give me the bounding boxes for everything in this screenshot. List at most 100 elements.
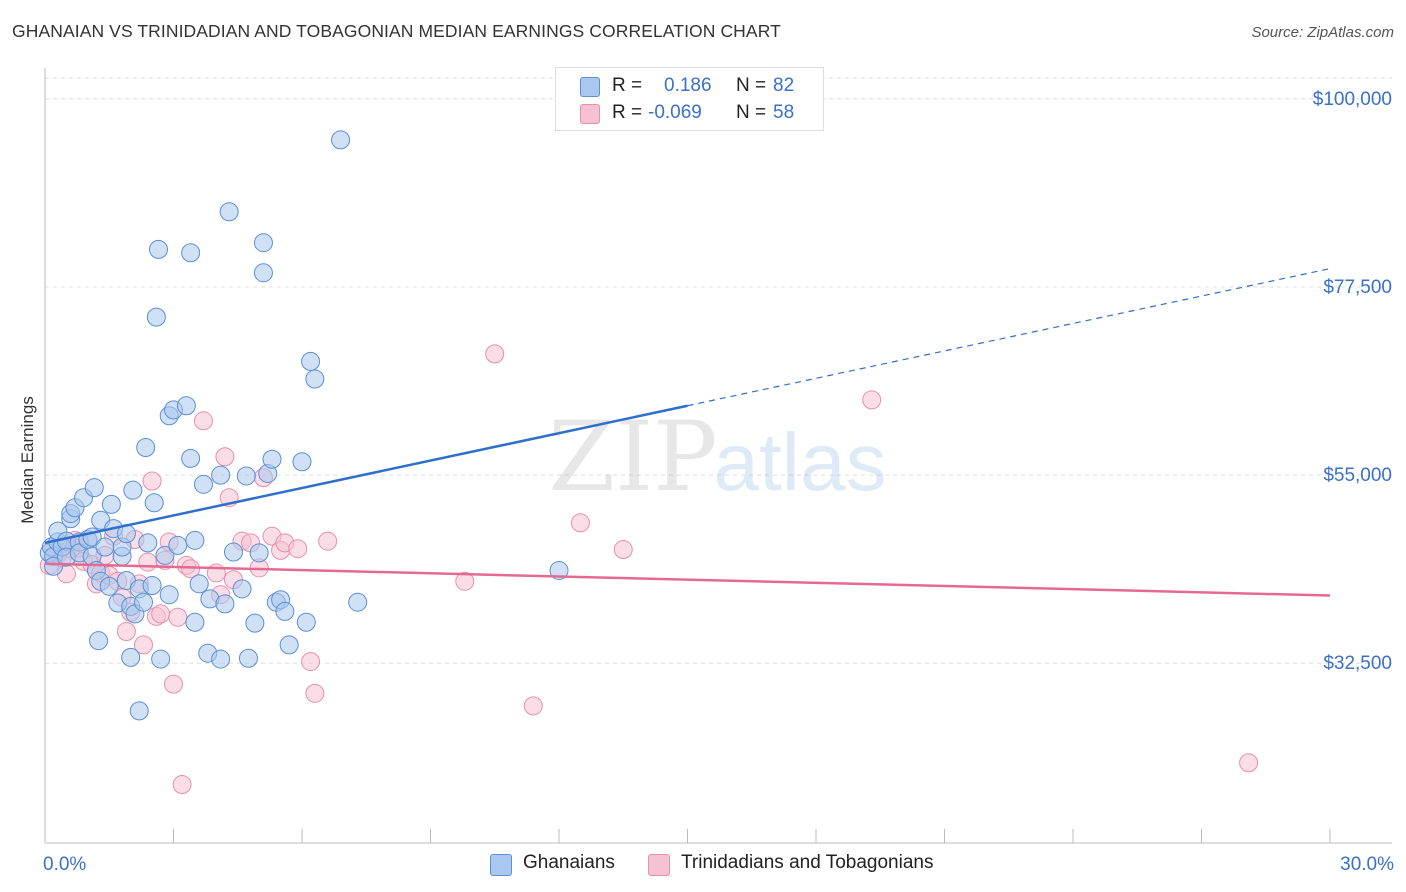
ghanaian-point — [44, 556, 64, 576]
ghanaian-trend-line — [44, 404, 688, 545]
ghanaian-trend-extension — [687, 268, 1331, 407]
ghanaian-point — [129, 701, 149, 721]
y-tick-label: $77,500 — [1323, 277, 1392, 298]
ghanaian-point — [84, 478, 104, 498]
ghanaian-point — [262, 449, 282, 469]
gridlines — [45, 77, 1392, 664]
ghanaian-point — [253, 233, 273, 253]
ghanaian-point — [168, 535, 188, 555]
trinidadian-point — [116, 621, 136, 641]
ghanaian-point — [296, 612, 316, 632]
ghanaian-point — [181, 243, 201, 263]
stats-legend: R = 0.186 N = 82 R = -0.069 N = 58 — [555, 67, 824, 131]
legend-r-value: -0.069 — [648, 102, 702, 123]
bottom-swatch-blue — [490, 854, 512, 876]
ghanaian-point — [292, 452, 312, 472]
ghanaian-point — [275, 601, 295, 621]
trinidadian-point — [862, 390, 882, 410]
tick-labels: $32,500 $55,000 $77,500 $100,000 0.0% 30.0% — [43, 89, 1394, 875]
ghanaian-point — [549, 560, 569, 580]
ghanaian-point — [155, 545, 175, 565]
ghanaian-point — [223, 542, 243, 562]
watermark-zip: ZIP — [548, 401, 717, 513]
ghanaian-point — [253, 263, 273, 283]
axes — [44, 68, 1392, 844]
legend-swatch-pink — [580, 104, 600, 124]
ghanaian-point — [151, 649, 171, 669]
trinidadian-point — [168, 607, 188, 627]
trinidadian-trend-line — [44, 562, 1331, 597]
ghanaian-point — [95, 537, 115, 557]
watermark-atlas: atlas — [713, 417, 886, 508]
trinidadian-point — [570, 513, 590, 533]
ghanaian-point — [211, 465, 231, 485]
watermark: ZIP atlas — [548, 401, 886, 513]
y-axis-label: Median Earnings — [18, 396, 37, 524]
ghanaian-point — [245, 613, 265, 633]
ghanaian-point — [219, 202, 239, 222]
ghanaian-point — [193, 474, 213, 494]
bottom-legend-label: Ghanaians — [523, 852, 615, 873]
legend-n-value: 82 — [773, 75, 795, 96]
legend-n-label: N = — [736, 75, 767, 96]
trinidadian-point — [164, 674, 183, 694]
ghanaian-point — [211, 649, 231, 669]
ghanaian-point — [121, 647, 141, 667]
ghanaian-point — [149, 239, 169, 259]
trinidadian-point — [288, 539, 308, 559]
ghanaian-point — [144, 493, 164, 513]
legend-r-label: R = — [612, 102, 643, 123]
ghanaian-point — [123, 480, 143, 500]
trinidadian-point — [523, 696, 543, 716]
trinidadian-point — [215, 447, 235, 467]
legend-r-label: R = — [612, 75, 643, 96]
ghanaian-point — [215, 594, 235, 614]
legend-swatch-blue — [580, 77, 600, 97]
x-tick-label-max: 30.0% — [1340, 854, 1394, 875]
ghanaian-point — [146, 307, 166, 327]
ghanaian-point — [138, 533, 158, 553]
ghanaian-point — [238, 648, 258, 668]
trinidadian-point — [193, 411, 213, 431]
trinidadian-point — [138, 552, 158, 572]
legend-n-label: N = — [736, 102, 767, 123]
ghanaian-point — [134, 592, 154, 612]
ghanaian-point — [185, 530, 205, 550]
trinidadian-point — [151, 604, 171, 624]
ghanaian-point — [301, 351, 321, 371]
legend-r-value: 0.186 — [664, 75, 712, 96]
trend-lines — [44, 268, 1331, 597]
ghanaian-point — [181, 448, 201, 468]
ghanaian-point — [142, 575, 162, 595]
bottom-swatch-pink — [648, 854, 670, 876]
trinidadian-point — [485, 344, 505, 364]
ghanaian-point — [236, 466, 256, 486]
y-tick-label: $55,000 — [1323, 465, 1392, 486]
chart-title: GHANAIAN VS TRINIDADIAN AND TOBAGONIAN M… — [12, 21, 781, 41]
trinidadian-point — [142, 471, 162, 491]
ghanaian-point — [331, 130, 351, 150]
ghanaian-point — [185, 612, 205, 632]
trinidadian-point — [318, 531, 338, 551]
ghanaian-point — [249, 543, 269, 563]
ghanaian-point — [101, 494, 121, 514]
ghanaian-point — [176, 396, 196, 416]
legend-n-value: 58 — [773, 102, 795, 123]
y-tick-label: $32,500 — [1323, 653, 1392, 674]
ghanaian-point — [189, 574, 209, 594]
bottom-legend-label: Trinidadians and Tobagonians — [681, 852, 934, 873]
ghanaian-point — [305, 369, 325, 389]
ghanaian-point — [232, 579, 252, 599]
trinidadian-point — [305, 683, 325, 703]
ghanaian-point — [159, 585, 179, 605]
trinidadian-point — [134, 635, 154, 655]
trinidadian-point — [172, 774, 192, 794]
trinidadian-point — [301, 652, 321, 672]
ghanaian-point — [89, 631, 109, 651]
ghanaian-point — [136, 438, 156, 458]
y-tick-label: $100,000 — [1313, 89, 1392, 110]
trinidadian-point — [1239, 753, 1259, 773]
x-tick-label-min: 0.0% — [43, 854, 86, 875]
source-credit: Source: ZipAtlas.com — [1251, 24, 1394, 41]
